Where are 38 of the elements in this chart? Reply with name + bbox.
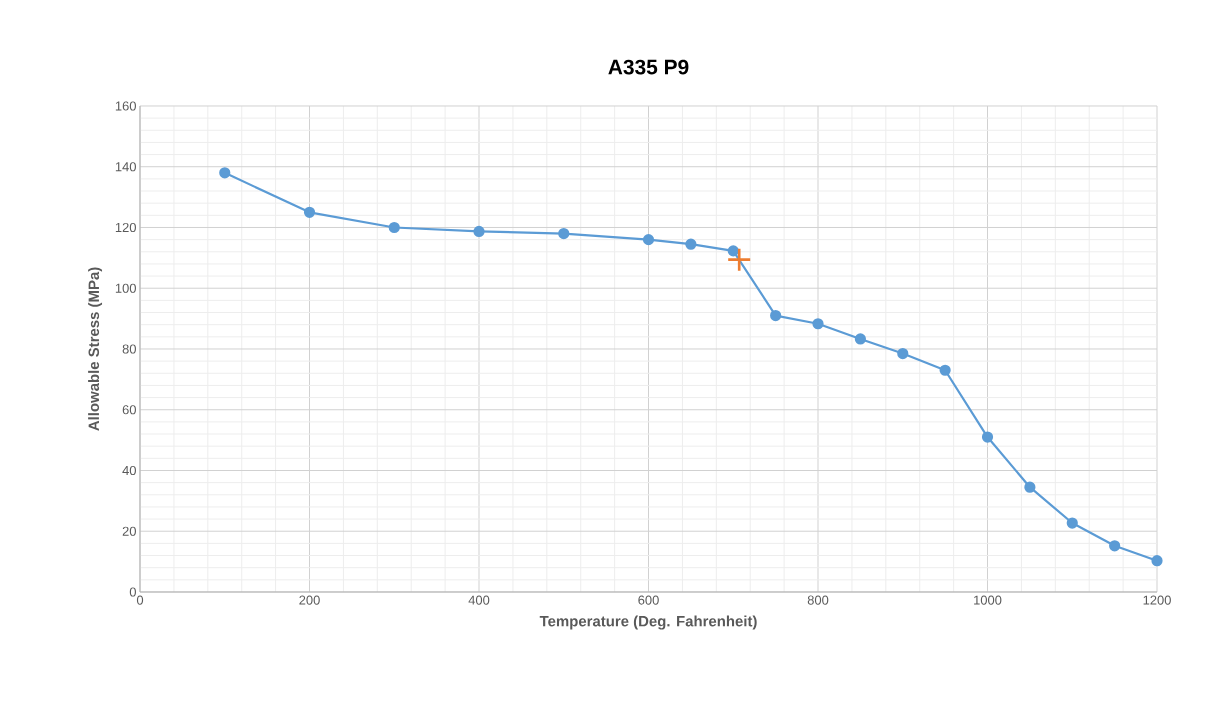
x-tick-label: 1000 xyxy=(974,595,1002,605)
point xyxy=(1151,555,1163,567)
point xyxy=(685,238,697,250)
x-tick-label: 0 xyxy=(136,595,144,605)
point xyxy=(939,364,951,376)
y-tick-label: 0 xyxy=(129,587,136,597)
point xyxy=(728,248,751,271)
y-tick-label: 80 xyxy=(122,344,136,354)
y-tick-label: 20 xyxy=(122,526,136,536)
point xyxy=(854,333,866,345)
x-tick-label: 800 xyxy=(807,595,829,605)
point xyxy=(388,221,400,234)
point xyxy=(558,227,570,240)
x-tick-label: 600 xyxy=(638,595,659,605)
y-axis-title: Allowable Stress (MPa) xyxy=(88,267,103,431)
point xyxy=(770,309,782,322)
point xyxy=(1066,517,1078,529)
y-tick-label: 120 xyxy=(115,222,136,233)
point xyxy=(219,167,231,179)
point xyxy=(642,234,655,246)
point xyxy=(727,245,739,257)
x-tick-label: 200 xyxy=(299,595,320,605)
point xyxy=(897,347,909,360)
x-tick-label: 1200 xyxy=(1143,595,1171,605)
point xyxy=(303,206,316,218)
point xyxy=(812,318,824,330)
point xyxy=(1024,481,1036,493)
point xyxy=(1109,540,1121,552)
y-tick-label: 140 xyxy=(115,162,136,172)
point xyxy=(473,225,485,238)
x-tick-label: 400 xyxy=(468,595,490,605)
y-tick-label: 60 xyxy=(122,405,136,415)
x-axis-title: Temperature (Deg. Fahrenheit) xyxy=(539,615,757,630)
point xyxy=(981,431,994,443)
y-tick-label: 100 xyxy=(115,283,136,293)
y-tick-label: 160 xyxy=(115,101,136,111)
y-tick-label: 40 xyxy=(122,465,136,476)
chart-title: A335 P9 xyxy=(608,59,689,75)
